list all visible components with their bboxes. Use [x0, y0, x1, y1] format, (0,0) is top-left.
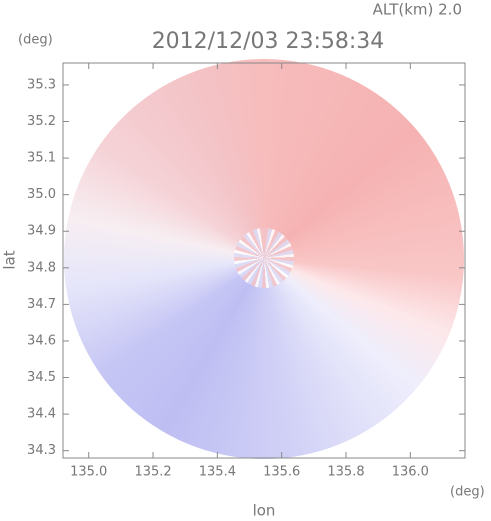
x-unit: (deg) [450, 485, 485, 500]
y-tick-label: 34.8 [27, 260, 56, 275]
y-tick-label: 34.7 [27, 297, 56, 312]
x-axis-label: lon [253, 502, 276, 520]
x-tick-label: 135.6 [263, 465, 300, 480]
x-tick-label: 135.8 [327, 465, 364, 480]
y-unit: (deg) [18, 33, 53, 48]
y-tick-label: 35.3 [27, 77, 56, 92]
x-tick-label: 135.4 [199, 465, 236, 480]
y-tick-label: 35.2 [27, 114, 56, 129]
y-tick-label: 34.6 [27, 333, 56, 348]
y-axis-label: lat [1, 250, 19, 269]
y-tick-label: 34.4 [27, 407, 56, 422]
y-tick-label: 34.5 [27, 370, 56, 385]
plot-frame [62, 62, 466, 459]
x-tick-label: 136.0 [392, 465, 429, 480]
y-tick-label: 35.0 [27, 187, 56, 202]
chart-subtitle: ALT(km) 2.0 [373, 1, 462, 19]
y-tick-label: 34.9 [27, 224, 56, 239]
y-tick-label: 34.3 [27, 443, 56, 458]
x-tick-label: 135.2 [134, 465, 171, 480]
x-tick-label: 135.0 [70, 465, 107, 480]
y-tick-label: 35.1 [27, 151, 56, 166]
radar-center [234, 228, 294, 288]
chart-title: 2012/12/03 23:58:34 [152, 29, 385, 54]
